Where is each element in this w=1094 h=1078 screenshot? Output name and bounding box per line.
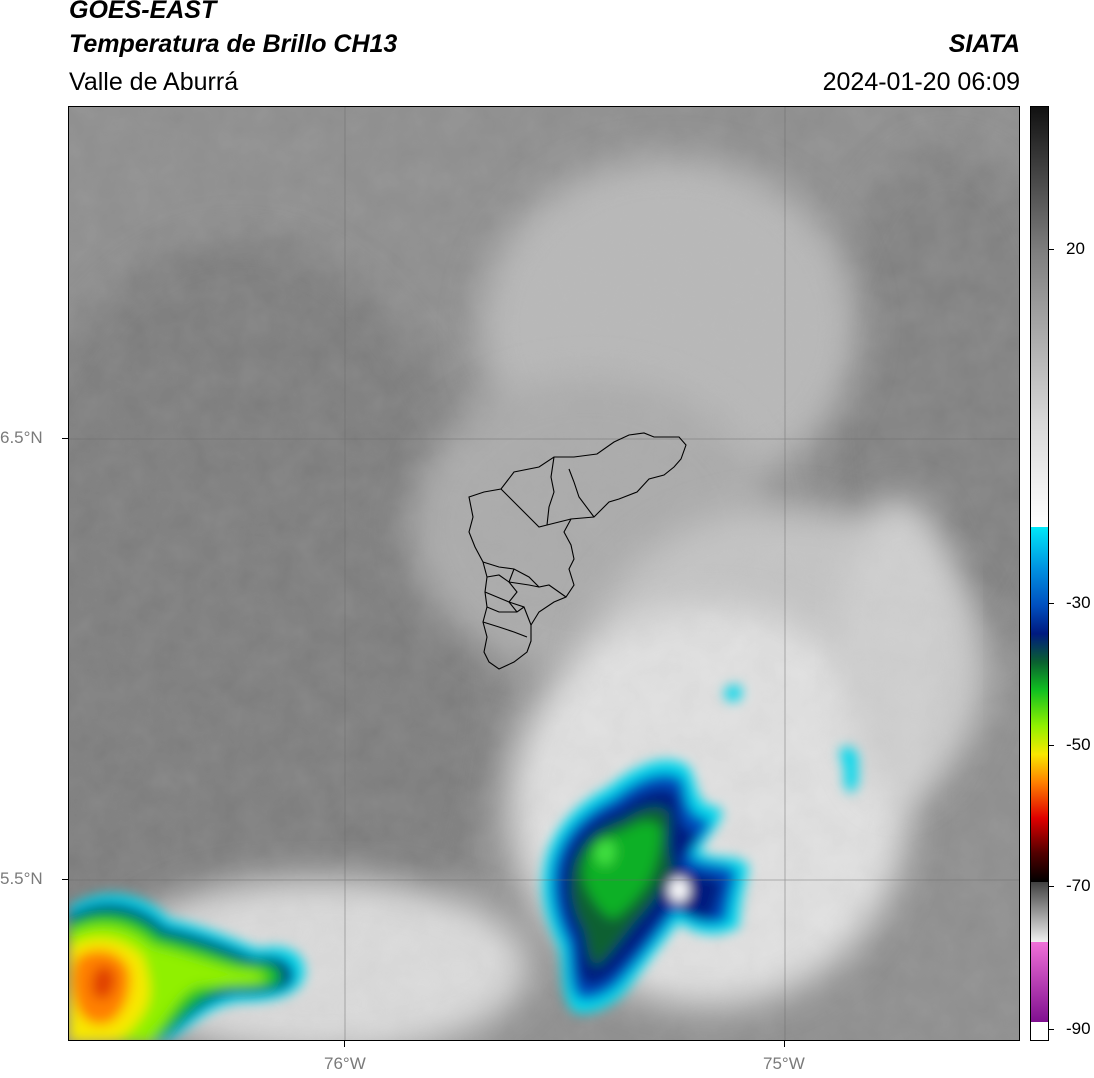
satellite-map: [68, 106, 1020, 1041]
lon-label-75: 75°W: [763, 1054, 805, 1073]
boundary-center-2: [508, 568, 518, 613]
boundary-south-2: [486, 606, 525, 613]
colorbar-warm-segment: [1031, 107, 1048, 527]
boundary-south-1: [484, 591, 532, 626]
cb-tick-minus50: [1048, 745, 1054, 746]
cb-tick-20: [1048, 249, 1054, 250]
lat-tick-6-5: [62, 438, 68, 439]
lon-tick-76: [344, 1041, 345, 1047]
colorbar-gray-segment: [1031, 882, 1048, 942]
region-label: Valle de Aburrá: [69, 68, 239, 96]
boundary-north-1: [500, 488, 572, 528]
convective-cell-south: [542, 685, 859, 1014]
lon-tick-75: [784, 1041, 785, 1047]
cb-tick-minus30: [1048, 603, 1054, 604]
lat-label-5-5: 5.5°N: [0, 869, 43, 888]
cb-tick-minus70: [1048, 886, 1054, 887]
colorbar: [1030, 106, 1049, 1041]
lon-label-76: 76°W: [324, 1054, 366, 1073]
cb-label-20: 20: [1066, 239, 1085, 258]
boundary-south-3: [482, 621, 528, 638]
brightness-temperature-field: [69, 107, 1019, 1040]
lat-label-6-5: 6.5°N: [0, 428, 43, 447]
product-title: Temperatura de Brillo CH13: [69, 30, 398, 58]
colorbar-min-segment: [1031, 1022, 1048, 1040]
cb-tick-minus90: [1048, 1029, 1054, 1030]
cb-label-minus50: -50: [1066, 735, 1091, 754]
datetime-label: 2024-01-20 06:09: [822, 68, 1020, 96]
colorbar-gradient: [1031, 107, 1048, 1040]
cb-label-minus30: -30: [1066, 593, 1091, 612]
boundary-north-2: [546, 456, 555, 526]
boundary-north-3: [568, 468, 595, 518]
municipal-boundaries: [468, 432, 687, 670]
boundary-center-3: [486, 574, 540, 588]
boundary-center-1: [482, 561, 567, 598]
colorbar-magenta-segment: [1031, 942, 1048, 1022]
valle-outline: [468, 432, 687, 670]
cb-label-minus90: -90: [1066, 1019, 1091, 1038]
lat-tick-5-5: [62, 879, 68, 880]
graticule: [69, 107, 1019, 1040]
agency-label: SIATA: [948, 30, 1020, 58]
convective-cell-southwest: [69, 894, 305, 1040]
colorbar-cold-segment: [1031, 527, 1048, 882]
satellite-title: GOES-EAST: [69, 0, 217, 24]
cb-label-minus70: -70: [1066, 876, 1091, 895]
